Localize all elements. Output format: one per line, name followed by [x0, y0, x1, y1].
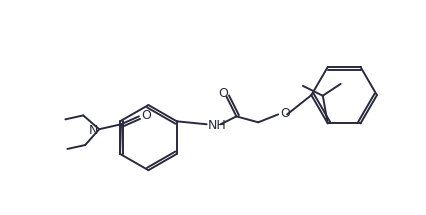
- Text: O: O: [280, 107, 290, 120]
- Text: O: O: [219, 87, 228, 100]
- Text: O: O: [141, 109, 151, 122]
- Text: NH: NH: [207, 119, 226, 132]
- Text: N: N: [89, 124, 98, 137]
